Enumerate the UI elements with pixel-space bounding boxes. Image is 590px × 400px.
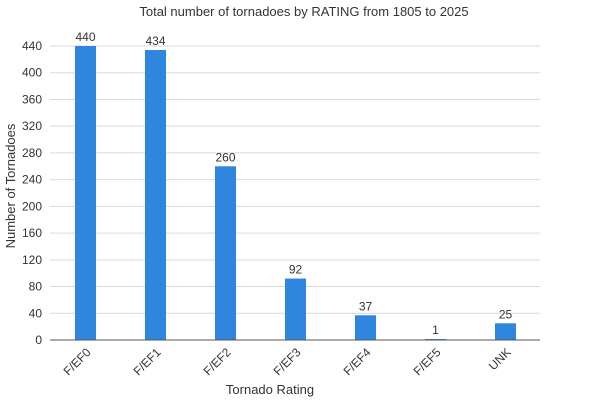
y-tick-label: 200 xyxy=(22,199,42,213)
data-label: 434 xyxy=(145,34,165,48)
y-tick-label: 440 xyxy=(22,39,42,53)
y-tick-label: 120 xyxy=(22,253,42,267)
x-axis-title: Tornado Rating xyxy=(226,382,314,397)
gridlines xyxy=(50,45,540,314)
data-label: 37 xyxy=(359,299,373,313)
x-tick-label: UNK xyxy=(486,345,514,373)
x-axis-ticks: F/EF0 F/EF1 F/EF2 F/EF3 F/EF4 F/EF5 UNK xyxy=(61,345,514,378)
bar xyxy=(215,166,236,340)
bar xyxy=(495,323,516,340)
y-tick-label: 0 xyxy=(35,333,42,347)
bar xyxy=(285,278,306,340)
y-tick-label: 80 xyxy=(29,280,43,294)
bars xyxy=(75,46,516,340)
data-labels: 440 434 260 92 37 1 25 xyxy=(75,30,512,337)
y-tick-label: 320 xyxy=(22,119,42,133)
y-tick-label: 360 xyxy=(22,92,42,106)
y-tick-label: 400 xyxy=(22,66,42,80)
data-label: 25 xyxy=(499,307,513,321)
bar xyxy=(145,50,166,340)
data-label: 92 xyxy=(289,263,303,277)
x-tick-label: F/EF0 xyxy=(61,345,94,378)
y-axis-title: Number of Tornadoes xyxy=(3,123,18,248)
bar xyxy=(355,315,376,340)
y-tick-label: 280 xyxy=(22,146,42,160)
x-tick-label: F/EF1 xyxy=(131,345,164,378)
y-tick-label: 160 xyxy=(22,226,42,240)
chart-title: Total number of tornadoes by RATING from… xyxy=(139,4,468,19)
x-tick-label: F/EF4 xyxy=(341,345,374,378)
x-tick-label: F/EF5 xyxy=(411,345,444,378)
data-label: 440 xyxy=(75,30,95,44)
data-label: 1 xyxy=(432,323,439,337)
bar xyxy=(75,46,96,340)
y-tick-label: 40 xyxy=(29,306,43,320)
y-axis-ticks: 0 40 80 120 160 200 240 280 320 360 400 440 xyxy=(22,39,42,347)
data-label: 260 xyxy=(215,150,235,164)
x-tick-label: F/EF3 xyxy=(271,345,304,378)
x-tick-label: F/EF2 xyxy=(201,345,234,378)
y-tick-label: 240 xyxy=(22,173,42,187)
